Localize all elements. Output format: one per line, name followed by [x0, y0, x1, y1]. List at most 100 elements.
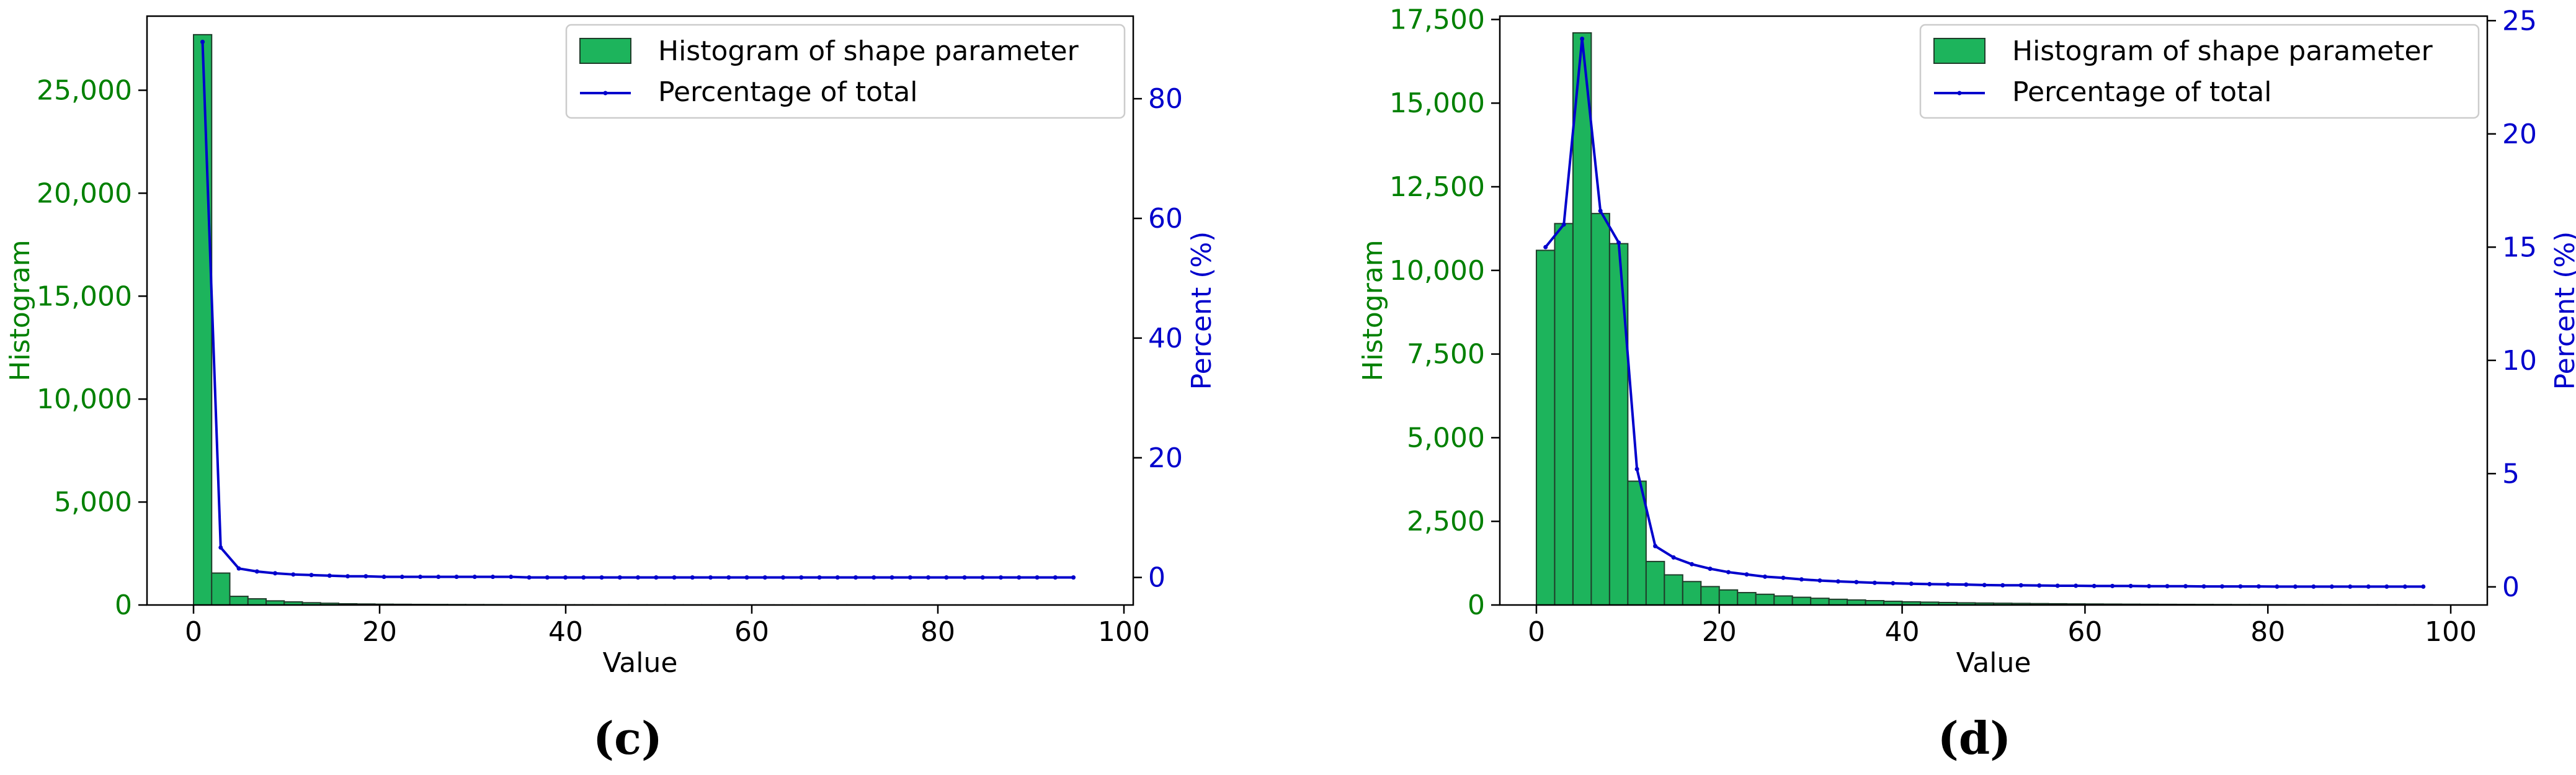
percentage-point: [2183, 584, 2188, 588]
y-tick-label: 2,500: [1407, 506, 1485, 537]
percentage-point: [1690, 562, 1694, 567]
percentage-point: [1836, 580, 1840, 584]
y-right-tick-label: 20: [2502, 119, 2537, 150]
percentage-point: [418, 575, 422, 579]
percentage-point: [1854, 580, 1858, 585]
figure-caption: (c): [593, 712, 662, 764]
percentage-point: [745, 575, 749, 580]
y-tick-label: 25,000: [37, 74, 132, 106]
percentage-point: [400, 575, 404, 579]
x-tick-label: 0: [185, 616, 202, 648]
percentage-point: [2239, 585, 2243, 589]
x-tick-label: 60: [2067, 616, 2102, 648]
percentage-point: [491, 575, 495, 579]
y-tick-label: 0: [1468, 589, 1485, 621]
x-tick-label: 0: [1528, 616, 1545, 648]
y-right-tick-label: 15: [2502, 231, 2537, 263]
percentage-point: [2129, 584, 2133, 588]
percentage-point: [908, 575, 912, 580]
percentage-point: [436, 575, 440, 579]
percentage-point: [781, 575, 785, 580]
percentage-point: [200, 40, 205, 44]
percentage-point: [799, 575, 803, 580]
legend-label: Histogram of shape parameter: [2012, 35, 2433, 67]
percentage-point: [1071, 575, 1076, 580]
percentage-point: [1543, 245, 1548, 249]
percentage-point: [1672, 555, 1676, 560]
y-tick-label: 10,000: [37, 383, 132, 415]
percentage-point: [1873, 581, 1877, 585]
percentage-point: [1781, 576, 1785, 580]
x-tick-label: 40: [1885, 616, 1920, 648]
percentage-point: [1017, 575, 1021, 580]
percentage-point: [2311, 585, 2315, 589]
percentage-point: [836, 575, 840, 580]
y-right-axis-label: Percent (%): [2549, 231, 2576, 390]
histogram-bar: [1664, 575, 1682, 605]
histogram-bar: [1793, 598, 1811, 605]
percentage-point: [1708, 567, 1713, 571]
percentage-point: [2074, 583, 2078, 588]
percentage-point: [1035, 575, 1040, 580]
histogram-bar: [1829, 599, 1847, 605]
percentage-line: [1546, 39, 2423, 587]
y-right-tick-label: 10: [2502, 345, 2537, 377]
histogram-bar: [248, 599, 266, 605]
percentage-point: [1598, 208, 1603, 213]
histogram-bar: [1719, 590, 1737, 605]
percentage-point: [527, 575, 532, 580]
percentage-point: [2202, 585, 2206, 589]
percentage-point: [853, 575, 858, 580]
histogram-bar: [1774, 596, 1792, 605]
percentage-point: [2110, 584, 2115, 588]
percentage-point: [545, 575, 550, 580]
legend-swatch-bar: [1934, 38, 1985, 63]
percentage-point: [310, 573, 314, 577]
y-right-tick-label: 0: [2502, 571, 2520, 603]
percentage-point: [2421, 585, 2425, 589]
x-axis-label: Value: [603, 647, 678, 679]
legend-label: Percentage of total: [658, 76, 918, 108]
percentage-point: [1653, 544, 1657, 549]
percentage-point: [890, 575, 894, 580]
percentage-line: [203, 42, 1074, 577]
histogram-bar: [1536, 250, 1554, 605]
legend-label: Histogram of shape parameter: [658, 35, 1079, 67]
histogram-bar: [1573, 33, 1591, 605]
x-tick-label: 80: [920, 616, 955, 648]
percentage-point: [291, 572, 295, 576]
percentage-point: [600, 575, 604, 580]
percentage-point: [563, 575, 568, 580]
figure-caption: (d): [1938, 712, 2011, 764]
percentage-point: [1799, 577, 1804, 581]
percentage-point: [1927, 582, 1932, 586]
percentage-point: [255, 569, 259, 573]
percentage-point: [1909, 581, 1914, 586]
percentage-point: [999, 575, 1003, 580]
x-tick-label: 20: [1702, 616, 1737, 648]
percentage-point: [944, 575, 948, 580]
percentage-point: [636, 575, 640, 580]
y-tick-label: 20,000: [37, 177, 132, 209]
percentage-point: [455, 575, 459, 579]
y-right-tick-label: 0: [1148, 562, 1165, 594]
percentage-point: [871, 575, 876, 580]
percentage-point: [1745, 572, 1749, 576]
legend-swatch-point: [1958, 91, 1962, 96]
percentage-point: [1616, 241, 1621, 245]
percentage-point: [1562, 222, 1566, 226]
percentage-point: [1982, 583, 1987, 587]
percentage-point: [273, 571, 277, 575]
y-right-tick-label: 60: [1148, 203, 1183, 235]
x-tick-label: 80: [2250, 616, 2285, 648]
histogram-bar: [1756, 594, 1774, 605]
y-axis-label: Histogram: [4, 240, 36, 381]
y-right-tick-label: 80: [1148, 83, 1183, 115]
percentage-point: [328, 573, 332, 578]
y-right-tick-label: 20: [1148, 442, 1183, 474]
percentage-point: [2403, 585, 2407, 589]
y-right-tick-label: 5: [2502, 458, 2520, 490]
x-axis-label: Value: [1956, 647, 2031, 679]
percentage-point: [1891, 581, 1895, 585]
